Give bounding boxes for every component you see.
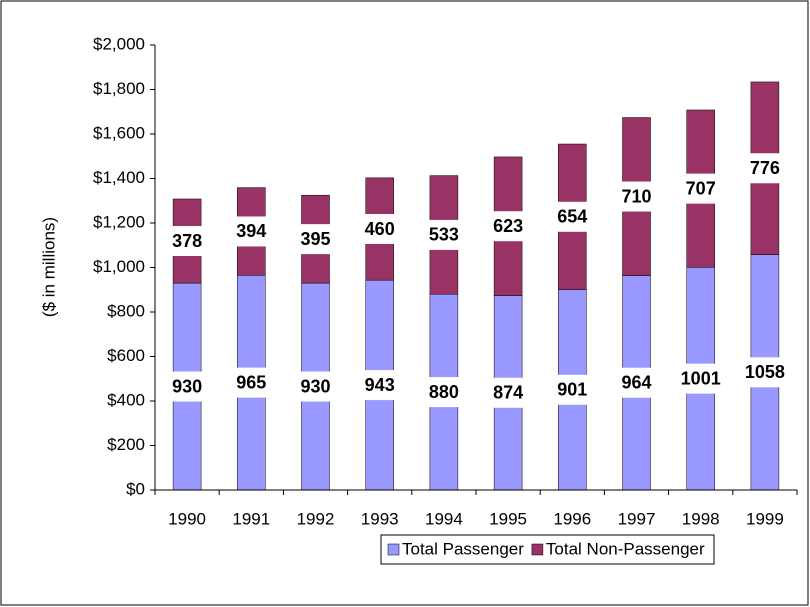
value-label: 1001 xyxy=(681,368,721,388)
value-label: 394 xyxy=(236,221,266,241)
value-label-bg xyxy=(542,201,603,232)
value-label-bg xyxy=(606,367,667,398)
y-tick-label: $200 xyxy=(107,435,145,454)
value-label-bg xyxy=(157,226,218,257)
x-tick-label: 1992 xyxy=(297,509,335,528)
value-label-bg xyxy=(349,370,410,401)
value-label: 965 xyxy=(236,372,266,392)
legend-label: Total Passenger xyxy=(402,539,524,558)
value-label-bg xyxy=(606,181,667,212)
y-axis-label: ($ in millions) xyxy=(39,217,58,317)
value-label-bg xyxy=(349,214,410,245)
value-label: 880 xyxy=(429,382,459,402)
value-label: 930 xyxy=(300,376,330,396)
value-label: 943 xyxy=(365,375,395,395)
y-tick-label: $400 xyxy=(107,390,145,409)
value-label: 710 xyxy=(621,186,651,206)
value-label-bg xyxy=(413,219,474,250)
value-label: 533 xyxy=(429,225,459,245)
value-label: 930 xyxy=(172,376,202,396)
value-label-bg xyxy=(542,374,603,405)
x-tick-label: 1995 xyxy=(489,509,527,528)
value-label: 776 xyxy=(750,158,780,178)
x-tick-label: 1996 xyxy=(553,509,591,528)
x-tick-label: 1994 xyxy=(425,509,463,528)
value-label: 901 xyxy=(557,380,587,400)
value-label: 623 xyxy=(493,216,523,236)
value-label-bg xyxy=(221,367,282,398)
value-label: 378 xyxy=(172,231,202,251)
value-label: 654 xyxy=(557,207,587,227)
value-label: 395 xyxy=(300,229,330,249)
value-label-bg xyxy=(285,371,346,402)
y-tick-label: $0 xyxy=(126,479,145,498)
legend-swatch xyxy=(387,543,400,556)
value-label-bg xyxy=(221,216,282,247)
value-label: 460 xyxy=(365,219,395,239)
y-tick-label: $1,600 xyxy=(93,123,145,142)
legend-box xyxy=(380,534,715,565)
x-tick-label: 1997 xyxy=(618,509,656,528)
value-label-bg xyxy=(478,377,539,408)
value-label-bg xyxy=(285,224,346,255)
y-tick-label: $800 xyxy=(107,301,145,320)
y-tick-label: $1,800 xyxy=(93,79,145,98)
value-label-bg xyxy=(670,173,731,204)
value-label-bg xyxy=(734,357,795,388)
value-label: 707 xyxy=(686,178,716,198)
value-label-bg xyxy=(478,211,539,242)
y-tick-label: $600 xyxy=(107,346,145,365)
x-tick-label: 1990 xyxy=(168,509,206,528)
value-label: 1058 xyxy=(745,362,785,382)
y-tick-label: $1,000 xyxy=(93,257,145,276)
value-label-bg xyxy=(670,363,731,394)
value-label-bg xyxy=(413,377,474,408)
value-label: 874 xyxy=(493,383,523,403)
y-tick-label: $1,400 xyxy=(93,168,145,187)
x-tick-label: 1991 xyxy=(232,509,270,528)
x-tick-label: 1998 xyxy=(682,509,720,528)
value-label-bg xyxy=(734,153,795,184)
x-tick-label: 1993 xyxy=(361,509,399,528)
value-label: 964 xyxy=(621,373,651,393)
value-label-bg xyxy=(157,371,218,402)
legend-label: Total Non-Passenger xyxy=(546,539,705,558)
legend-swatch xyxy=(531,543,544,556)
y-tick-label: $2,000 xyxy=(93,34,145,53)
y-tick-label: $1,200 xyxy=(93,212,145,231)
x-tick-label: 1999 xyxy=(746,509,784,528)
